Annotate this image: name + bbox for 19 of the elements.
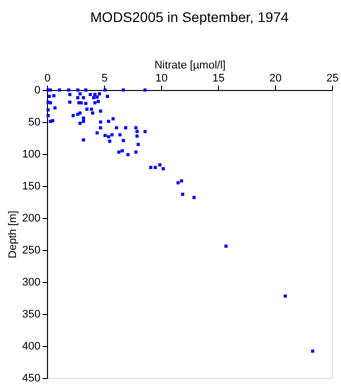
x-tick-label: 20 bbox=[269, 72, 282, 84]
x-tick-label: 0 bbox=[44, 72, 51, 84]
y-tick-label: 0 bbox=[34, 84, 40, 96]
y-tick-label: 150 bbox=[22, 180, 40, 192]
chart-title: MODS2005 in September, 1974 bbox=[90, 9, 289, 25]
y-tick-label: 200 bbox=[22, 212, 40, 224]
x-axis-title: Nitrate [µmol/l] bbox=[154, 60, 226, 72]
y-tick-label: 300 bbox=[22, 276, 40, 288]
y-tick-label: 50 bbox=[28, 116, 40, 128]
y-tick-label: 450 bbox=[22, 372, 40, 384]
x-tick-label: 5 bbox=[101, 72, 108, 84]
y-tick-label: 250 bbox=[22, 244, 40, 256]
x-tick-label: 25 bbox=[326, 72, 339, 84]
y-tick-label: 400 bbox=[22, 340, 40, 352]
x-tick-label: 10 bbox=[155, 72, 168, 84]
y-tick-label: 350 bbox=[22, 308, 40, 320]
x-tick-label: 15 bbox=[212, 72, 225, 84]
y-tick-label: 100 bbox=[22, 148, 40, 160]
y-axis-title: Depth [m] bbox=[7, 210, 20, 258]
